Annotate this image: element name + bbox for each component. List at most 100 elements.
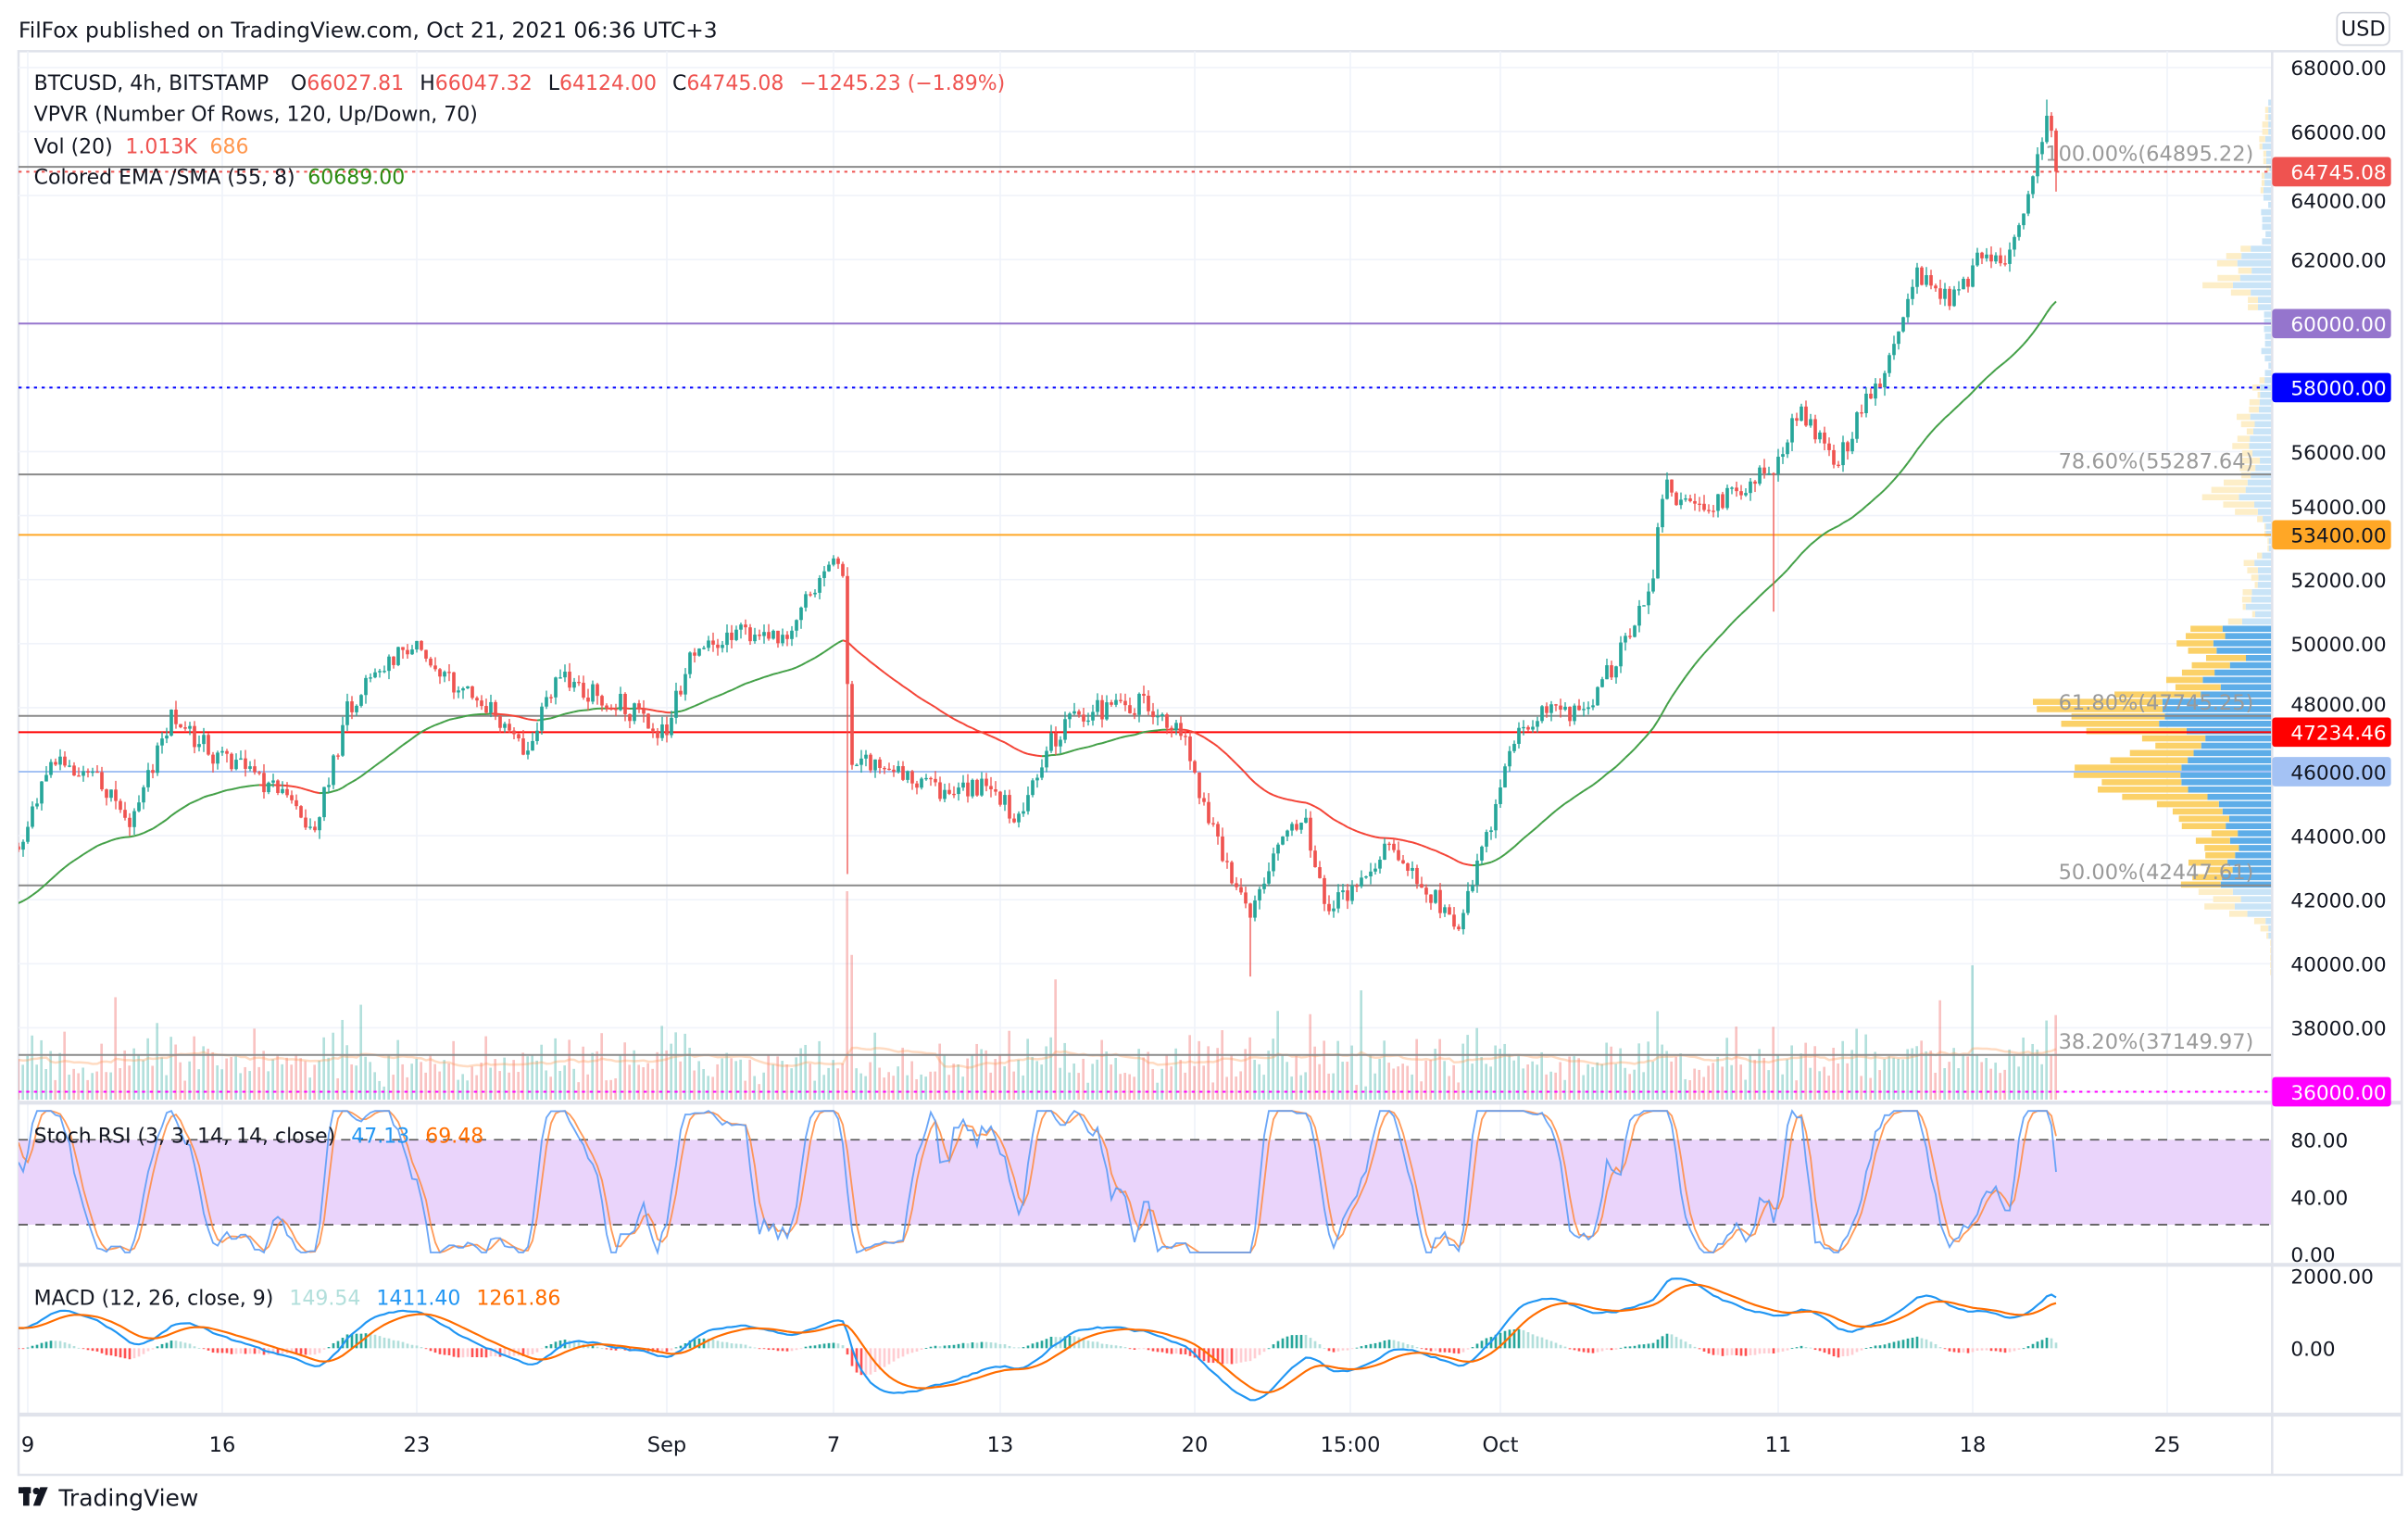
symbol-legend[interactable]: BTCUSD, 4h, BITSTAMP O66027.81 H66047.32…	[34, 72, 1006, 95]
volume-bar	[1883, 1059, 1886, 1100]
ema-segment	[1504, 850, 1511, 855]
tradingview-logo[interactable]: TradingView	[19, 1484, 198, 1511]
macd-histogram-bar	[1512, 1329, 1516, 1349]
macd-histogram-bar	[193, 1346, 196, 1349]
vpvr-down-bar	[2259, 143, 2263, 150]
macd-histogram-bar	[1309, 1338, 1312, 1349]
macd-histogram-bar	[137, 1348, 141, 1357]
volume-bar	[424, 1072, 427, 1100]
ema-segment	[1592, 780, 1599, 787]
macd-histogram-bar	[934, 1345, 937, 1349]
vpvr-up-bar	[2241, 618, 2273, 625]
candle-body	[906, 771, 909, 780]
vpvr-legend[interactable]: VPVR (Number Of Rows, 120, Up/Down, 70)	[34, 103, 478, 126]
vpvr-down-bar	[2259, 135, 2265, 143]
candle	[1522, 720, 1525, 736]
candle	[730, 624, 734, 648]
currency-button[interactable]: USD	[2336, 11, 2390, 46]
candle-body	[165, 736, 169, 739]
candle	[119, 799, 122, 813]
ema-segment	[1333, 818, 1339, 824]
ema-segment	[1185, 728, 1191, 733]
candle-body	[785, 635, 789, 639]
ema-segment	[1425, 846, 1432, 850]
candle	[1017, 811, 1021, 828]
candle-body	[633, 703, 636, 722]
candle	[1800, 403, 1803, 422]
candle-body	[470, 686, 474, 699]
macd-histogram-bar	[1494, 1334, 1498, 1349]
fib-level-label: 78.60%(55287.64)	[2059, 449, 2254, 473]
ema-segment	[1916, 443, 1923, 451]
candle	[1730, 486, 1734, 495]
candle	[188, 722, 192, 736]
candle-body	[35, 803, 39, 807]
volume-bar	[470, 1066, 473, 1100]
candle-body	[54, 762, 57, 765]
macd-legend[interactable]: MACD (12, 26, close, 9) 149.54 1411.40 1…	[34, 1288, 561, 1311]
ema-segment	[342, 784, 348, 789]
volume-bar	[489, 1067, 492, 1100]
volume-bar	[887, 1072, 890, 1100]
ema-legend[interactable]: Colored EMA /SMA (55, 8) 60689.00	[34, 167, 406, 190]
candle	[1962, 276, 1965, 290]
candle	[169, 709, 173, 737]
volume-bar	[952, 1064, 955, 1100]
volume-bar	[1698, 1069, 1700, 1100]
candle	[49, 759, 53, 778]
candle	[1980, 251, 1984, 265]
macd-histogram-bar	[716, 1340, 720, 1349]
volume-bar	[216, 1064, 219, 1100]
volume-bar	[725, 1052, 728, 1100]
candle-body	[1276, 844, 1280, 854]
candle-body	[554, 677, 558, 698]
candle	[1712, 505, 1715, 518]
price-badge	[2272, 372, 2391, 403]
candle	[373, 668, 377, 679]
candle-body	[1573, 705, 1576, 722]
macd-histogram-bar	[1540, 1337, 1544, 1349]
candle-body	[957, 787, 960, 795]
ema-segment	[1157, 728, 1163, 732]
candle-body	[1776, 457, 1780, 474]
volume-bar	[1105, 1051, 1108, 1100]
candle	[1160, 712, 1164, 722]
candle	[1494, 799, 1498, 838]
vpvr-down-bar	[2181, 823, 2226, 830]
volume-legend[interactable]: Vol (20) 1.013K 686	[34, 135, 249, 158]
macd-histogram-bar	[859, 1348, 863, 1376]
volume-bar	[17, 1059, 19, 1100]
vpvr-down-bar	[2204, 903, 2235, 910]
candle	[1420, 876, 1423, 888]
macd-histogram-bar	[114, 1348, 118, 1357]
stoch-axis[interactable]: 80.00 40.00 0.00	[2290, 1130, 2348, 1267]
candle	[1369, 862, 1373, 885]
candle-body	[660, 724, 664, 738]
stoch-legend[interactable]: Stoch RSI (3, 3, 14, 14, close) 47.13 69…	[34, 1126, 484, 1149]
volume-bar	[1147, 1051, 1149, 1100]
macd-histogram-bar	[1323, 1348, 1326, 1350]
candle	[818, 574, 821, 599]
macd-histogram-bar	[1911, 1337, 1914, 1349]
vpvr-down-bar	[2264, 530, 2266, 537]
ema-segment	[1851, 512, 1858, 519]
candle-body	[1531, 726, 1535, 730]
candle-body	[591, 684, 595, 702]
time-axis[interactable]: 9 16 23 Sep 7 13 20 15:00 Oct 11 18 25	[21, 1433, 2180, 1457]
candle	[31, 801, 34, 829]
macd-histogram-bar	[1707, 1348, 1711, 1354]
candle	[58, 749, 62, 771]
ema-segment	[1805, 544, 1812, 550]
macd-histogram-bar	[1934, 1343, 1938, 1349]
volume-bar	[535, 1060, 538, 1100]
candle-body	[827, 564, 831, 572]
ema-segment	[356, 775, 362, 781]
macd-axis[interactable]: 2000.00 0.00	[2290, 1265, 2374, 1361]
candle-body	[1624, 636, 1627, 643]
candle-body	[651, 728, 655, 731]
macd-histogram-bar	[549, 1343, 553, 1349]
vpvr-up-bar	[2257, 582, 2273, 588]
price-axis[interactable]: 68000.0066000.0064000.0062000.0056000.00…	[2290, 57, 2386, 1041]
candle-body	[452, 672, 456, 693]
